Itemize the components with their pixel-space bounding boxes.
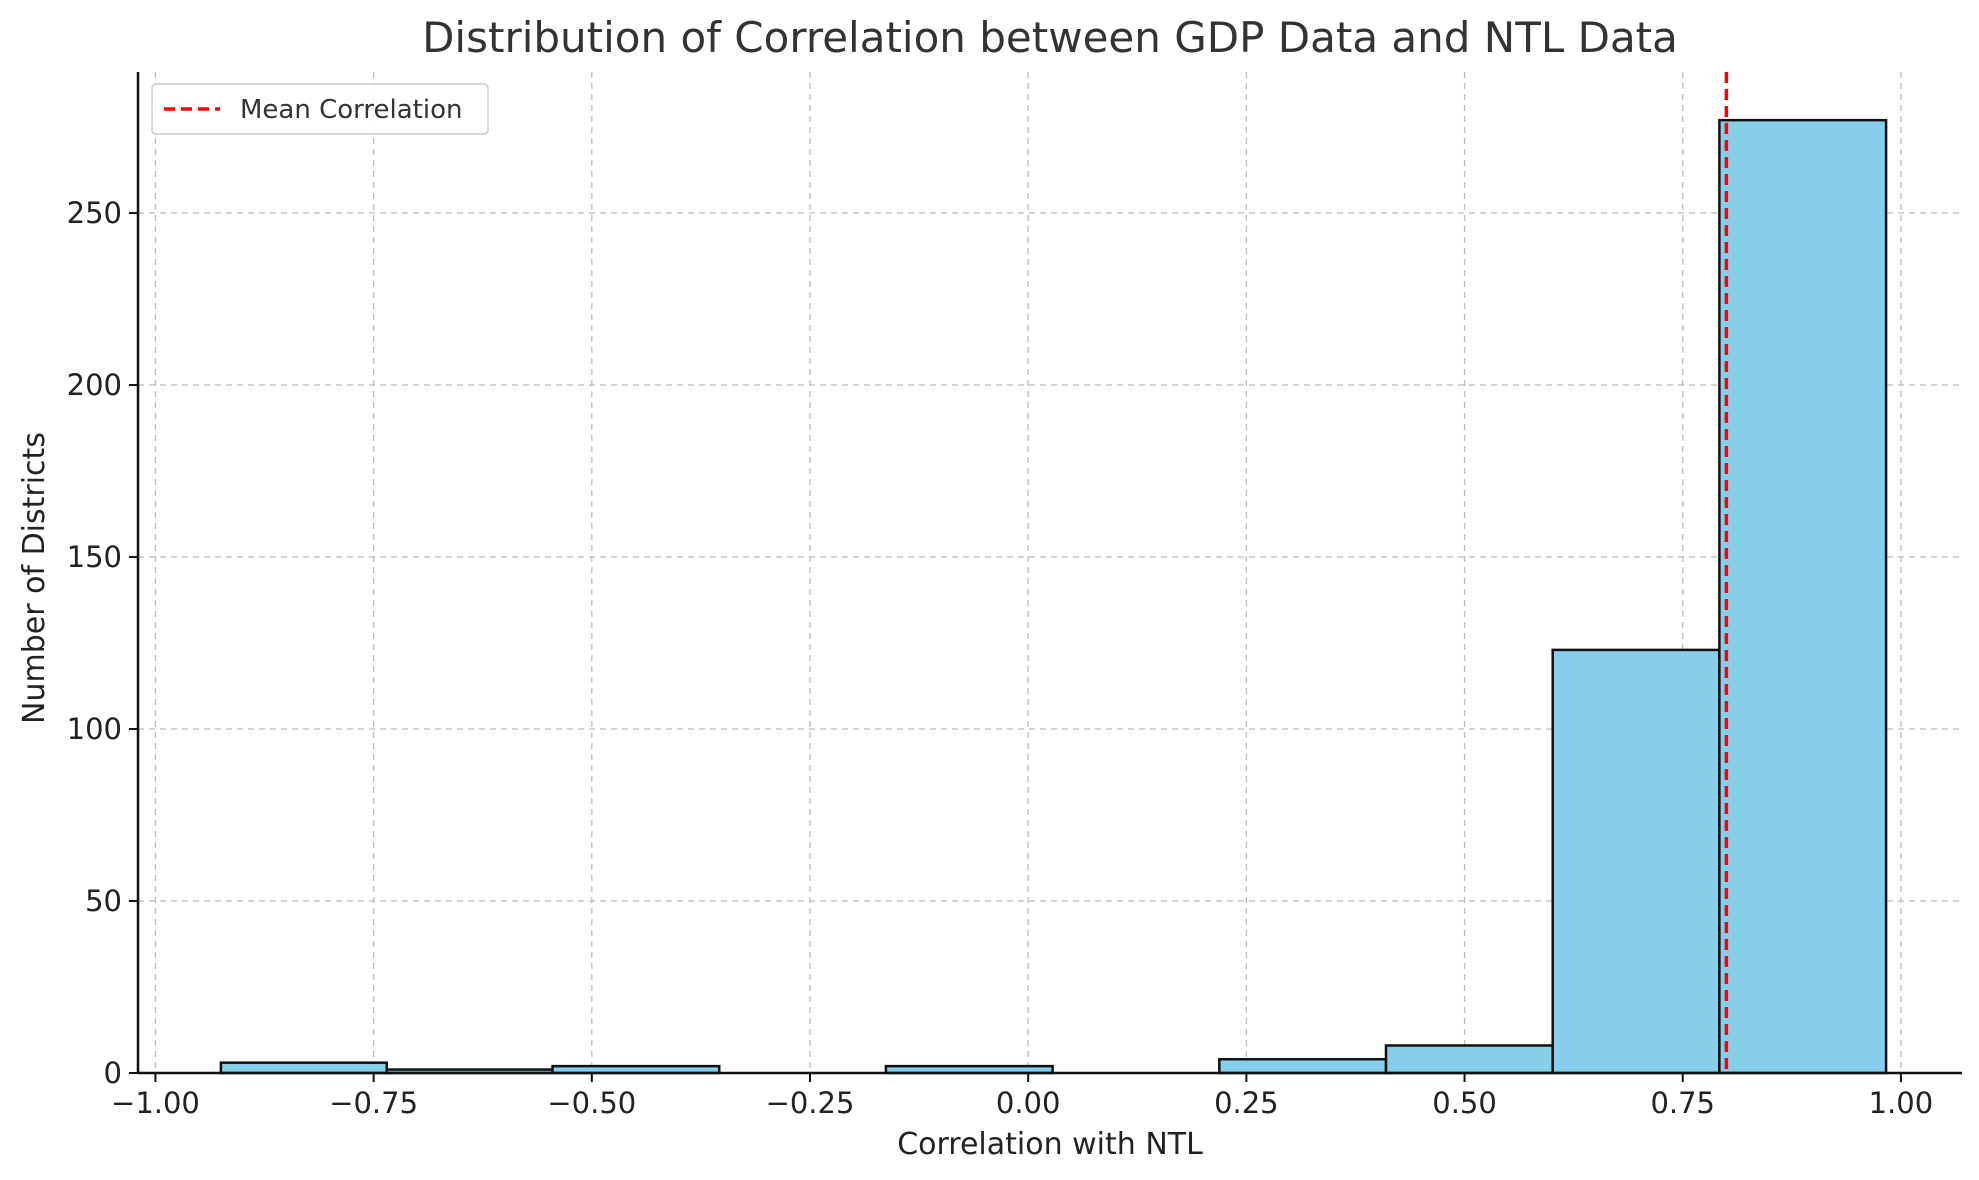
axes	[136, 72, 1962, 1075]
y-tick-label-5: 250	[67, 196, 122, 230]
histogram-bars	[219, 118, 1888, 1075]
x-tick-label-6: 0.50	[1432, 1086, 1497, 1120]
axis-ticks: −1.00 −0.75 −0.50 −0.25 0.00 0.25 0.50 0.75 1.00…	[67, 196, 1934, 1120]
histogram-bar-0	[219, 1061, 388, 1075]
chart-title: Distribution of Correlation between GDP …	[422, 13, 1678, 62]
x-tick-label-4: 0.00	[996, 1086, 1061, 1120]
y-tick-label-0: 0	[104, 1056, 122, 1090]
x-tick-label-2: −0.50	[547, 1086, 636, 1120]
legend-label-mean-correlation: Mean Correlation	[240, 95, 462, 125]
x-tick-label-3: −0.25	[766, 1086, 855, 1120]
legend: Mean Correlation	[151, 83, 489, 135]
y-tick-label-3: 150	[67, 540, 122, 574]
histogram-bar-7	[1384, 1044, 1554, 1075]
legend-frame	[151, 83, 489, 135]
histogram-bar-6	[1218, 1057, 1388, 1075]
histogram-bar-8	[1551, 648, 1721, 1075]
y-axis-label: Number of Districts	[17, 432, 52, 724]
x-tick-label-0: −1.00	[111, 1086, 200, 1120]
histogram-bar-9	[1718, 118, 1888, 1075]
y-tick-label-2: 100	[67, 712, 122, 746]
x-tick-label-5: 0.25	[1214, 1086, 1279, 1120]
y-tick-label-1: 50	[85, 884, 122, 918]
x-tick-label-1: −0.75	[329, 1086, 418, 1120]
x-axis-label: Correlation with NTL	[897, 1127, 1203, 1162]
x-tick-label-8: 1.00	[1869, 1086, 1934, 1120]
y-tick-label-4: 200	[67, 368, 122, 402]
x-tick-label-7: 0.75	[1650, 1086, 1715, 1120]
